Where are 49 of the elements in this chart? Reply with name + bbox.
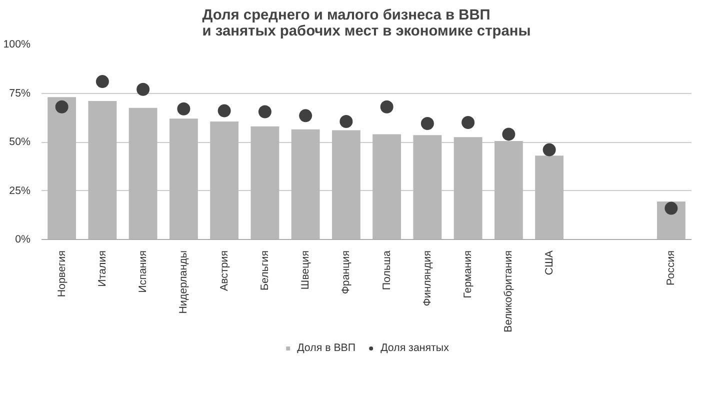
x-tick-label: Италия xyxy=(96,250,108,287)
bar xyxy=(332,130,360,240)
point xyxy=(340,115,353,128)
bar xyxy=(454,137,482,240)
x-tick-label: Норвегия xyxy=(56,250,68,298)
legend-label: Доля в ВВП xyxy=(297,342,356,354)
bar xyxy=(372,134,402,240)
bar xyxy=(250,126,280,240)
y-tick-label: 25% xyxy=(9,184,32,197)
x-tick-label: Испания xyxy=(137,250,150,293)
bar xyxy=(88,101,117,240)
x-tick-label: Польша xyxy=(380,250,393,290)
bar xyxy=(210,122,239,240)
y-tick-label: 0% xyxy=(15,234,32,246)
x-tick-label: Австрия xyxy=(218,250,230,292)
point xyxy=(177,102,190,116)
bar xyxy=(291,129,320,240)
bar xyxy=(494,141,523,240)
bar xyxy=(413,135,442,240)
point xyxy=(462,116,475,129)
x-tick-label: Финляндия xyxy=(421,250,434,306)
x-tick-label: Россия xyxy=(665,250,678,286)
bar xyxy=(169,118,198,240)
point xyxy=(218,104,231,118)
x-tick-label: Германия xyxy=(462,250,474,298)
point xyxy=(664,202,678,215)
y-tick-label: 50% xyxy=(9,136,32,148)
x-tick-label: Бельгия xyxy=(258,250,271,290)
point xyxy=(380,100,394,114)
point xyxy=(96,75,109,88)
point xyxy=(258,105,272,118)
point xyxy=(502,128,516,141)
point xyxy=(55,100,68,114)
bar xyxy=(48,97,76,240)
bar xyxy=(535,156,564,240)
point xyxy=(299,109,312,122)
y-tick-label: 100% xyxy=(3,38,32,50)
bar xyxy=(128,108,158,240)
x-tick-label: Нидерланды xyxy=(178,250,190,314)
y-tick-label: 75% xyxy=(9,87,32,100)
x-tick-label: Франция xyxy=(340,250,352,294)
point xyxy=(136,82,150,96)
x-tick-label: США xyxy=(543,250,556,276)
chart-title: Доля среднего и малого бизнеса в ВВП и занятых рабочих мест в экономике страны xyxy=(202,8,531,40)
x-tick-label: Швеция xyxy=(300,250,312,290)
point xyxy=(542,143,556,156)
point xyxy=(420,116,434,130)
x-tick-label: Великобритания xyxy=(502,250,515,332)
legend-label: Доля занятых xyxy=(380,342,449,354)
